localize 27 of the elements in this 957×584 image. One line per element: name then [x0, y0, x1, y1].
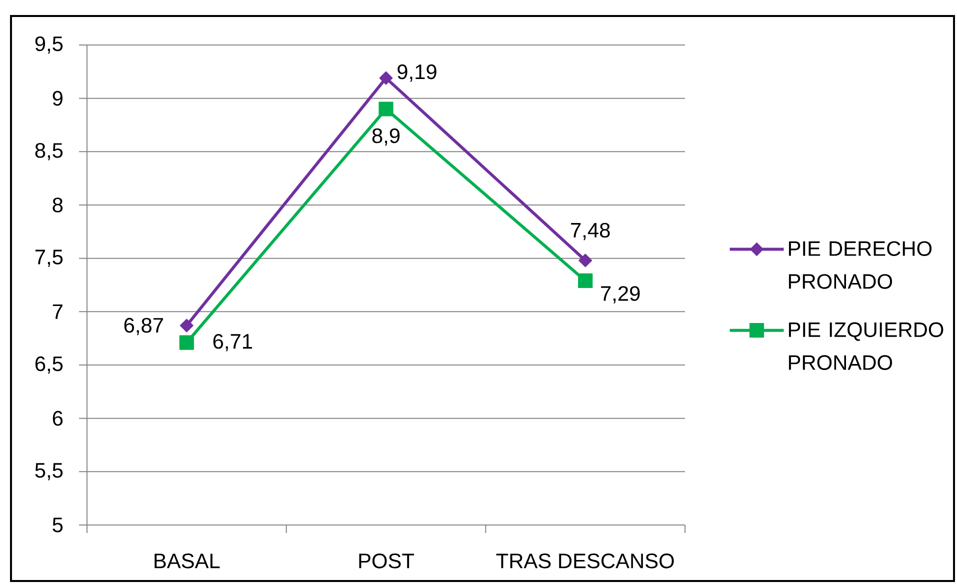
y-tick-label: 9 [52, 90, 62, 106]
y-tick-label: 8 [52, 198, 63, 212]
data-label: 7,48 [571, 222, 610, 240]
y-tick-label: 7,5 [35, 250, 63, 267]
legend-label: PIE IZQUIERDO PRONADO [788, 322, 944, 370]
data-label: 9,19 [398, 64, 436, 82]
data-label: 7,29 [601, 286, 640, 304]
point [578, 273, 593, 288]
x-tick-label: TRAS DESCANSO [496, 554, 674, 568]
point [578, 254, 592, 268]
data-label: 6,71 [213, 334, 252, 352]
x-tick-label: POST [359, 554, 414, 568]
point [179, 335, 194, 350]
legend-label: PIE DERECHO PRONADO [788, 241, 932, 289]
x-tick-label: BASAL [154, 554, 220, 568]
point [378, 102, 394, 116]
y-tick-label: 5 [52, 518, 63, 532]
y-tick-label: 5,5 [35, 463, 63, 480]
point [379, 71, 393, 85]
y-tick-label: 7 [52, 304, 62, 319]
data-label: 6,87 [124, 318, 163, 336]
y-tick-label: 8,5 [35, 143, 63, 160]
y-tick-label: 6 [52, 410, 63, 426]
point [180, 318, 194, 332]
data-label: 8,9 [372, 128, 400, 146]
y-tick-label: 9,5 [35, 36, 63, 54]
y-tick-label: 6,5 [35, 356, 63, 374]
